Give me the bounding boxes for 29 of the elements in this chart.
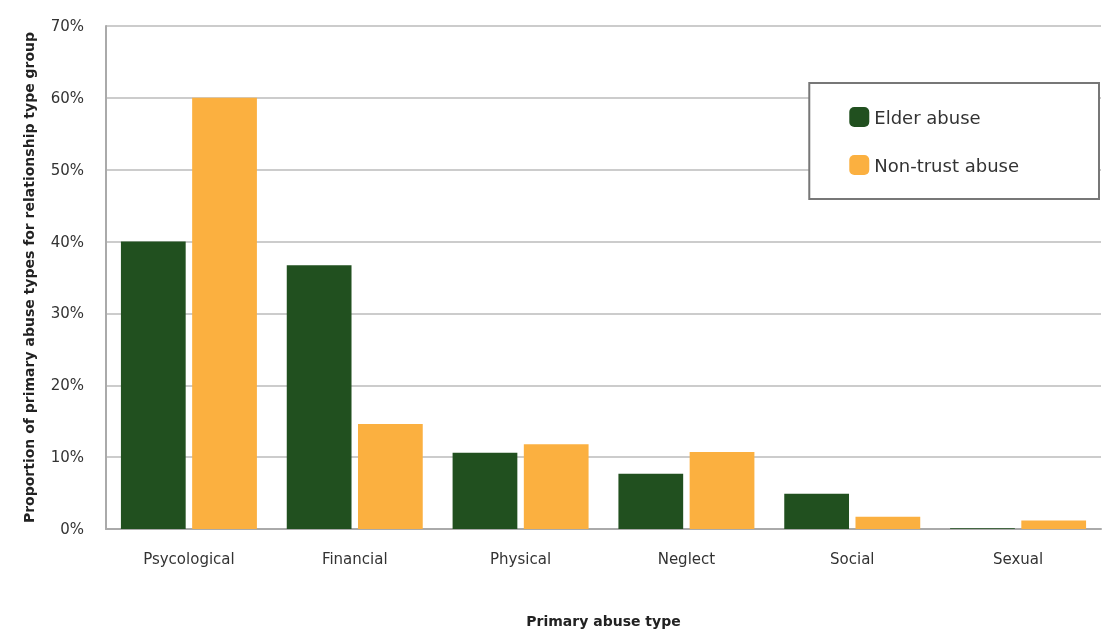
y-axis-title: Proportion of primary abuse types for relationship type group <box>21 31 37 524</box>
bar <box>689 452 755 529</box>
bar <box>618 473 684 529</box>
bar <box>452 452 518 529</box>
x-axis-title: Primary abuse type <box>526 613 681 629</box>
y-tick-label: 0% <box>60 520 84 538</box>
y-tick-label: 60% <box>50 88 84 107</box>
legend-label: Non-trust abuse <box>874 154 1020 176</box>
y-tick-label: 40% <box>50 232 84 251</box>
x-tick-label: Physical <box>490 549 552 568</box>
y-tick-label: 10% <box>50 448 84 467</box>
bar <box>1021 520 1087 529</box>
y-tick-label: 50% <box>50 160 84 179</box>
y-tick-label: 70% <box>50 17 84 35</box>
x-tick-label: Social <box>830 549 875 568</box>
x-tick-label: Financial <box>321 549 388 568</box>
x-tick-label: Neglect <box>657 549 716 568</box>
x-tick-label: Psycological <box>143 549 235 568</box>
x-tick-label: Sexual <box>992 549 1044 568</box>
bar <box>286 265 352 529</box>
y-tick-label: 30% <box>50 304 84 323</box>
legend-label: Elder abuse <box>874 106 981 128</box>
bar <box>855 516 921 529</box>
bar <box>192 97 257 529</box>
y-tick-label: 20% <box>50 376 84 395</box>
bar <box>120 241 186 529</box>
bar <box>784 493 850 529</box>
bar <box>357 424 423 529</box>
bar <box>523 444 589 529</box>
